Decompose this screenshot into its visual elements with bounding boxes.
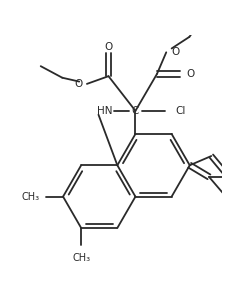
- Text: O: O: [74, 79, 82, 89]
- Text: CH₃: CH₃: [72, 253, 90, 262]
- Text: Cl: Cl: [175, 106, 186, 116]
- Text: O: O: [172, 47, 180, 57]
- Text: O: O: [104, 42, 113, 52]
- Text: HN: HN: [97, 106, 112, 116]
- Text: CH₃: CH₃: [22, 191, 40, 202]
- Text: O: O: [186, 69, 194, 79]
- Text: C: C: [132, 106, 139, 116]
